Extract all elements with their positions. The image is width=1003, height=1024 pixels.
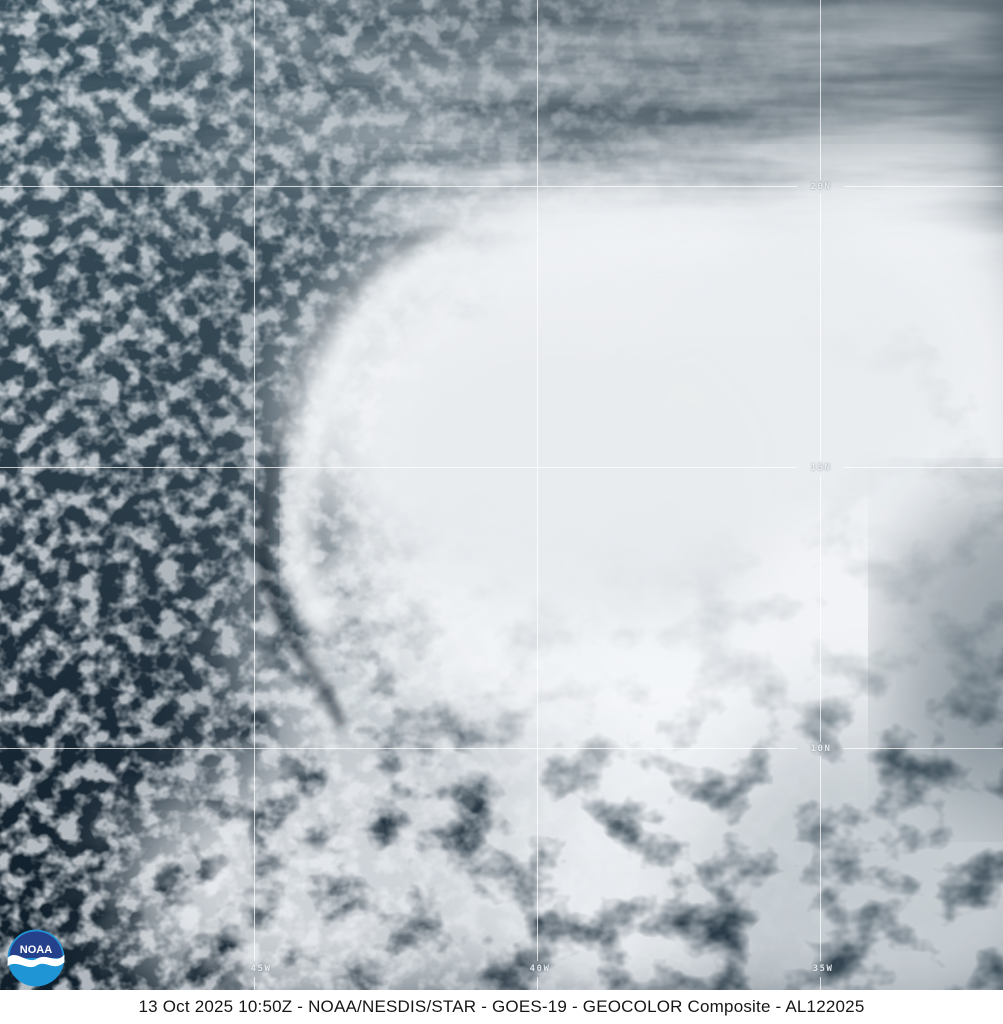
satellite-image: 20N 15N 10N 45W 40W 35W NOAA bbox=[0, 0, 1003, 990]
cloud-imagery bbox=[0, 0, 1003, 990]
noaa-logo-navy-dome bbox=[9, 931, 63, 958]
caption-text: 13 Oct 2025 10:50Z - NOAA/NESDIS/STAR - … bbox=[138, 997, 865, 1016]
noaa-logo-text: NOAA bbox=[20, 944, 52, 956]
right-edge-shading bbox=[890, 490, 1003, 810]
noaa-logo: NOAA bbox=[7, 929, 65, 987]
grid-lines bbox=[0, 0, 1003, 990]
noaa-logo-gull-icon bbox=[7, 954, 65, 968]
storm-cloud-mass bbox=[0, 0, 1003, 990]
caption-bar: 13 Oct 2025 10:50Z - NOAA/NESDIS/STAR - … bbox=[0, 990, 1003, 1024]
